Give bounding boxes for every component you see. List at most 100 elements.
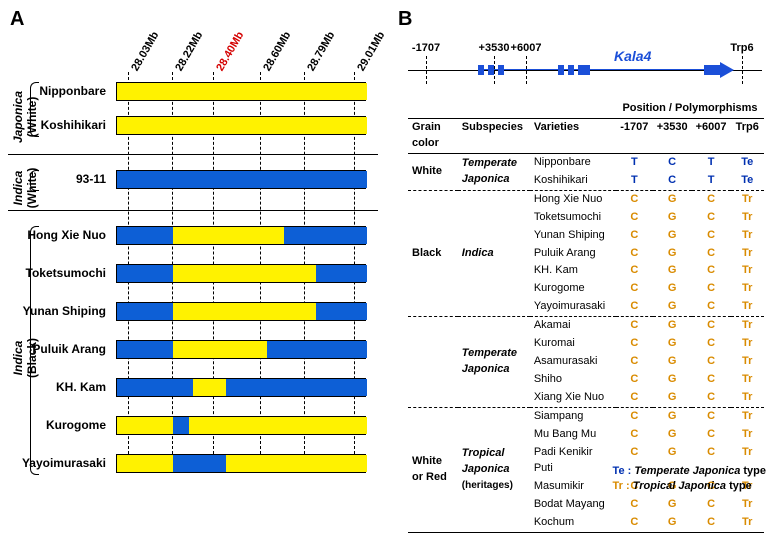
snp-cell: G <box>653 371 692 389</box>
track-bar <box>116 416 366 435</box>
track-bar <box>116 454 366 473</box>
snp-cell: G <box>653 191 692 209</box>
track-segment <box>316 303 367 320</box>
snp-cell: C <box>692 371 731 389</box>
track-segment <box>173 265 317 282</box>
mb-label: 28.22Mb <box>173 30 205 74</box>
variety-cell: Asamurasaki <box>530 353 616 371</box>
snp-cell: G <box>653 389 692 407</box>
snp-cell: C <box>692 496 731 514</box>
track-label: Kurogome <box>0 418 106 432</box>
snp-cell: Tr <box>731 298 764 316</box>
track-row <box>116 82 366 101</box>
subspecies-cell: Indica <box>458 191 530 317</box>
variety-cell: Shiho <box>530 371 616 389</box>
variety-cell: Kuromai <box>530 335 616 353</box>
track-label: Hong Xie Nuo <box>0 228 106 242</box>
snp-cell: C <box>616 408 653 426</box>
gene-pos-dash <box>426 56 427 84</box>
variety-cell: Puluik Arang <box>530 245 616 263</box>
snp-cell: C <box>692 335 731 353</box>
snp-cell: G <box>653 335 692 353</box>
track-segment <box>173 303 317 320</box>
panel-b-area: -1707+3530+6007Trp6Kala4 Position / Poly… <box>400 12 770 492</box>
snp-cell: C <box>692 514 731 532</box>
snp-cell: T <box>692 153 731 171</box>
snp-cell: G <box>653 353 692 371</box>
track-segment <box>117 265 173 282</box>
snp-cell: Tr <box>731 262 764 280</box>
variety-cell: Toketsumochi <box>530 209 616 227</box>
track-bar <box>116 378 366 397</box>
track-segment <box>173 455 226 472</box>
snp-cell: C <box>692 426 731 444</box>
variety-cell: Kochum <box>530 514 616 532</box>
table-column-header: Grain color <box>408 118 458 153</box>
snp-cell: Te <box>731 153 764 171</box>
track-segment <box>267 341 367 358</box>
gene-exon <box>498 65 504 75</box>
track-row <box>116 302 366 321</box>
subspecies-cell: TropicalJaponica(heritages) <box>458 408 530 532</box>
track-row <box>116 116 366 135</box>
variety-cell: Padi Kenikir Puti <box>530 444 616 478</box>
track-row <box>116 226 366 245</box>
snp-cell: C <box>692 317 731 335</box>
variety-cell: Siampang <box>530 408 616 426</box>
snp-cell: Tr <box>731 227 764 245</box>
snp-cell: Tr <box>731 191 764 209</box>
gene-pos-dash <box>494 56 495 84</box>
gene-exon <box>578 65 590 75</box>
track-label: Yunan Shiping <box>0 304 106 318</box>
snp-cell: T <box>692 172 731 190</box>
snp-cell: C <box>616 298 653 316</box>
snp-cell: Tr <box>731 317 764 335</box>
legend-tr-name: Tropical Japonica <box>633 480 726 492</box>
subspecies-cell: TemperateJaponica <box>458 153 530 190</box>
track-segment <box>117 227 173 244</box>
track-bar <box>116 116 366 135</box>
snp-cell: Tr <box>731 496 764 514</box>
variety-cell: Mu Bang Mu <box>530 426 616 444</box>
snp-cell: T <box>616 153 653 171</box>
variety-cell: Nipponbare <box>530 153 616 171</box>
snp-cell: G <box>653 496 692 514</box>
track-segment <box>117 379 193 396</box>
subspecies-cell: TemperateJaponica <box>458 317 530 407</box>
track-segment <box>117 455 173 472</box>
table-column-header: +6007 <box>692 118 731 153</box>
track-bar <box>116 82 366 101</box>
snp-cell: C <box>616 209 653 227</box>
table-column-header: Varieties <box>530 118 616 153</box>
mb-label: 29.01Mb <box>356 30 388 74</box>
snp-cell: C <box>616 353 653 371</box>
track-segment <box>193 379 225 396</box>
track-row <box>116 170 366 189</box>
mb-label: 28.40Mb <box>214 30 246 74</box>
snp-cell: T <box>616 172 653 190</box>
snp-cell: C <box>653 172 692 190</box>
gene-arrow-icon <box>720 62 734 78</box>
snp-cell: C <box>692 389 731 407</box>
track-bar <box>116 170 366 189</box>
gene-exon <box>478 65 484 75</box>
snp-cell: Tr <box>731 280 764 298</box>
gene-exon <box>568 65 574 75</box>
legend-te-code: Te : <box>613 465 635 477</box>
mb-label: 28.03Mb <box>129 30 161 74</box>
panel-a-plot: 28.03Mb28.22Mb28.40Mb28.60Mb28.79Mb29.01… <box>116 72 366 464</box>
snp-cell: Tr <box>731 426 764 444</box>
table-header-span: Position / Polymorphisms <box>616 100 764 118</box>
snp-cell: Tr <box>731 335 764 353</box>
variety-cell: Koshihikari <box>530 172 616 190</box>
snp-cell: G <box>653 298 692 316</box>
snp-cell: Tr <box>731 389 764 407</box>
snp-cell: C <box>692 280 731 298</box>
snp-cell: C <box>692 262 731 280</box>
snp-cell: C <box>692 209 731 227</box>
track-segment <box>189 417 367 434</box>
snp-cell: C <box>692 298 731 316</box>
group-label: Japonica(White) <box>11 82 39 152</box>
gene-intron <box>590 69 704 70</box>
snp-cell: C <box>616 262 653 280</box>
